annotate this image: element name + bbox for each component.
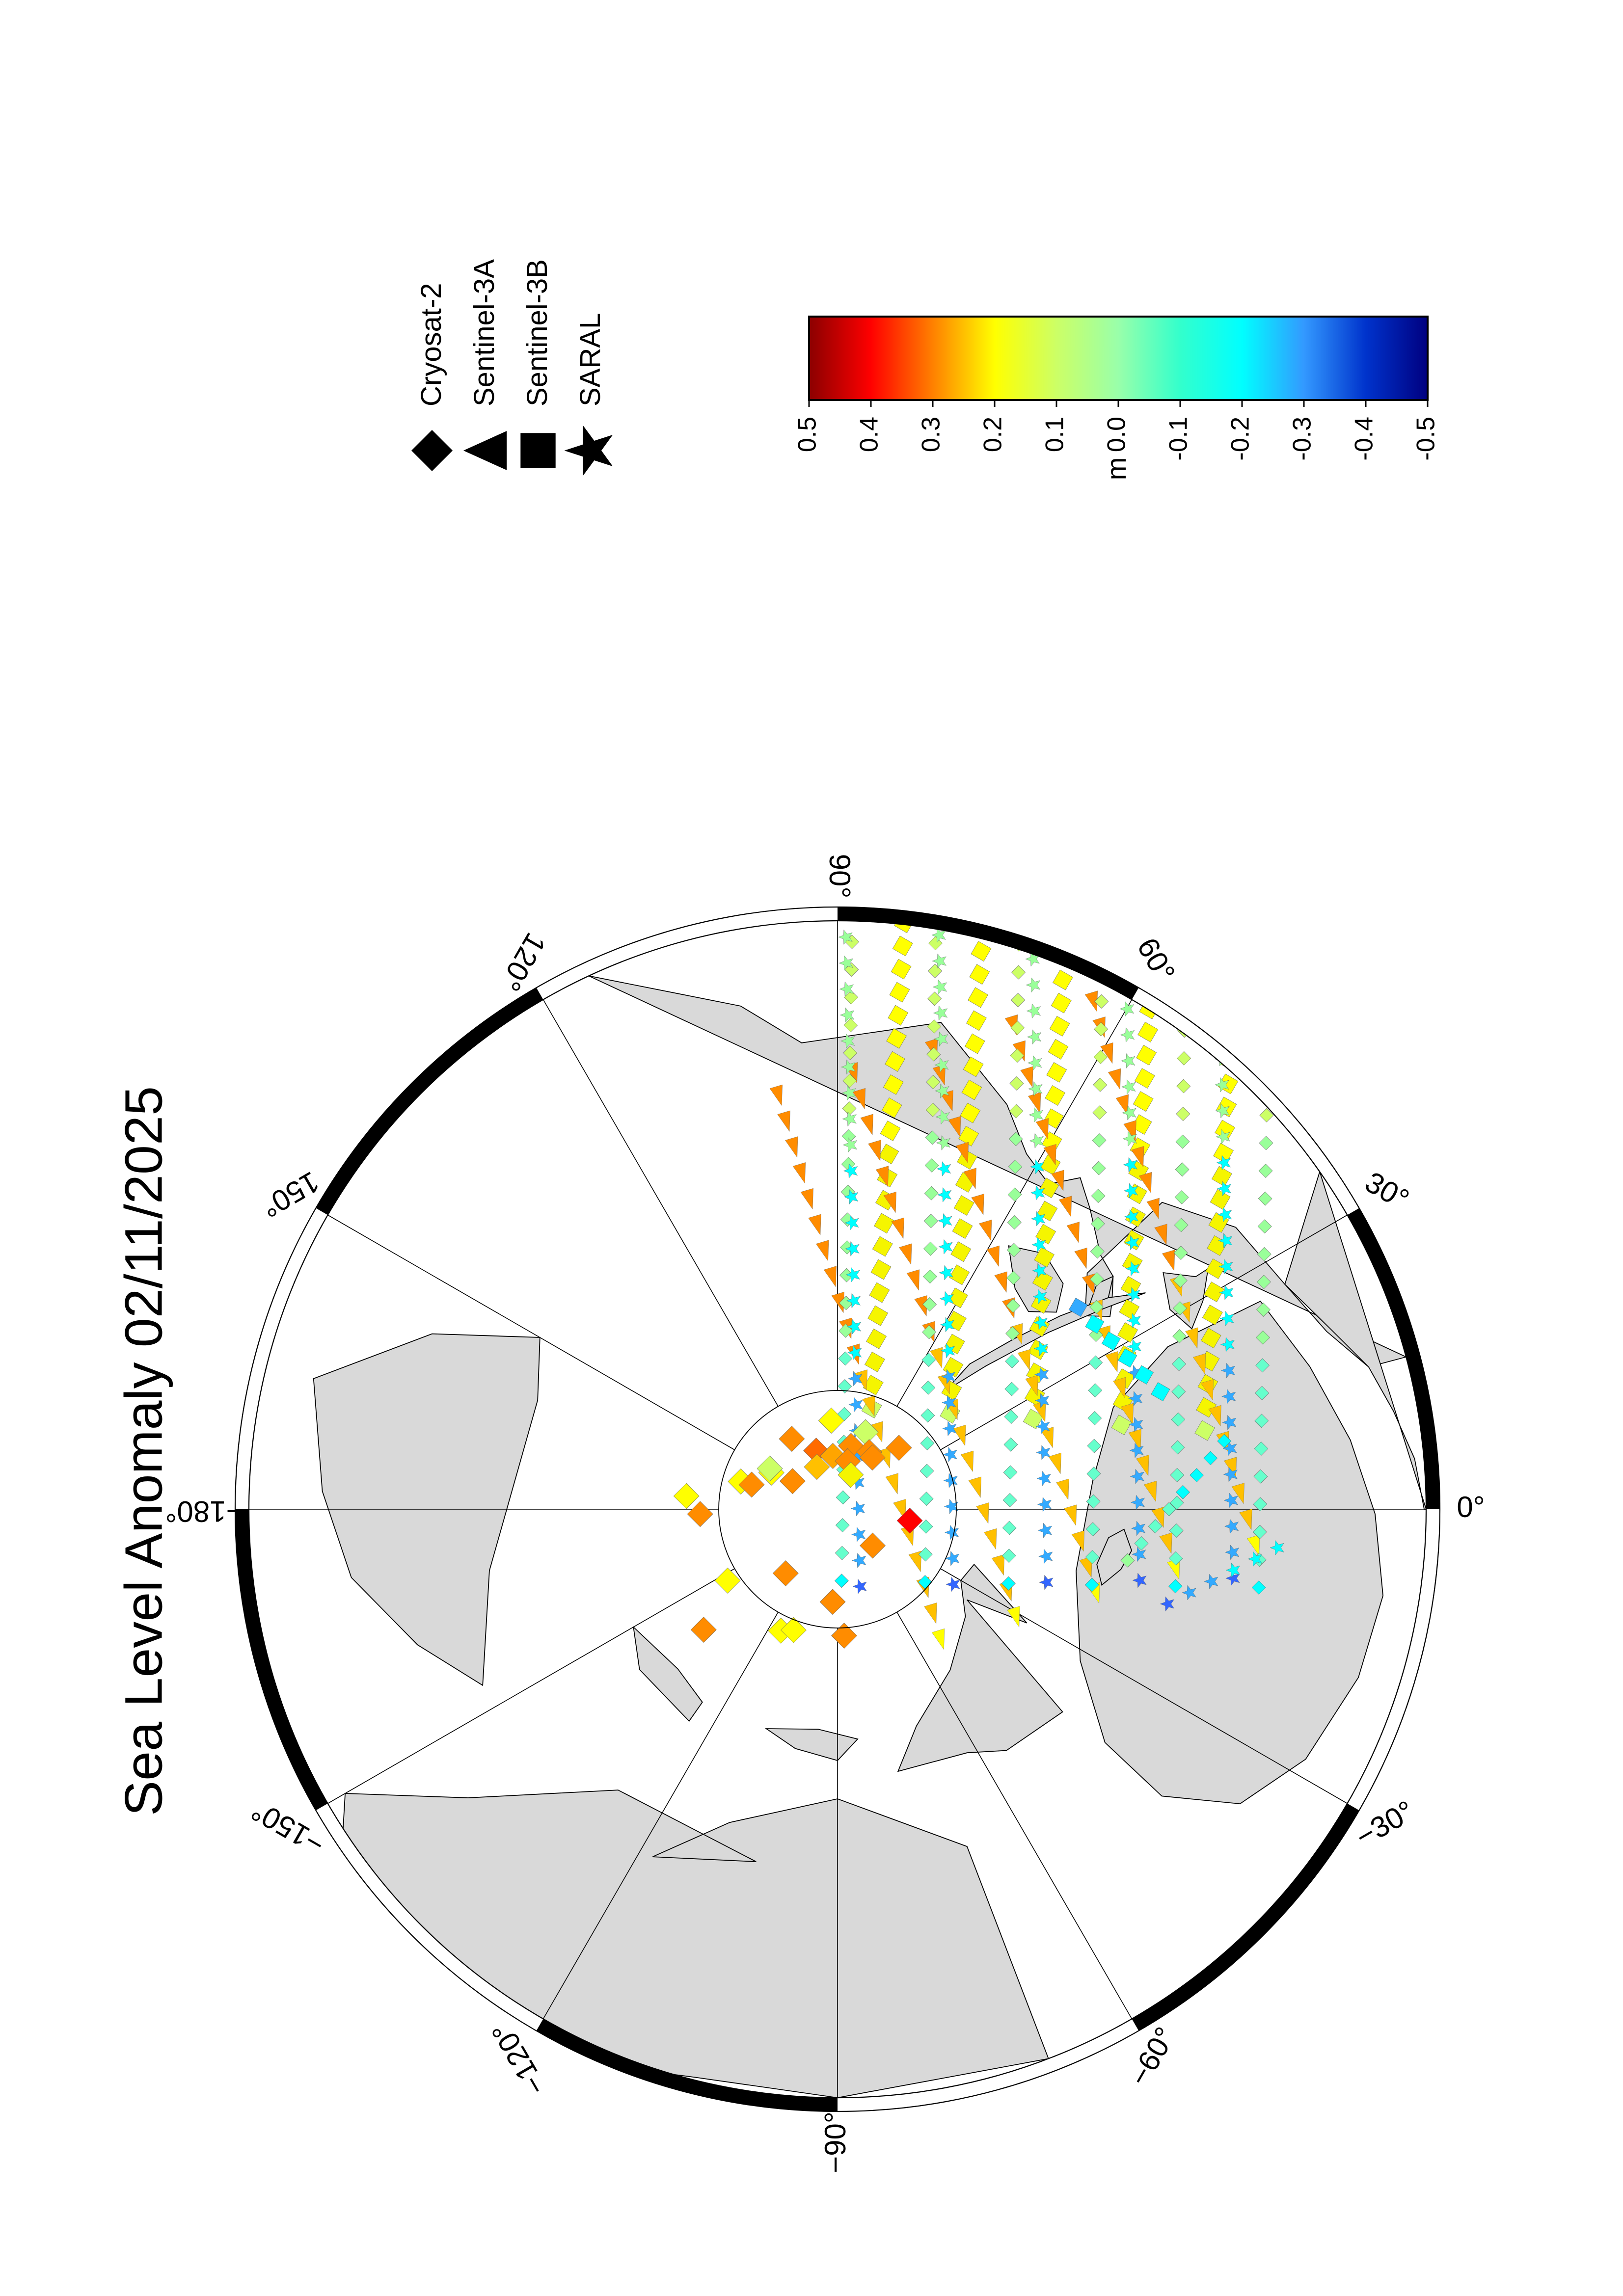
svg-text:0.4: 0.4 xyxy=(855,417,884,452)
svg-text:−60°: −60° xyxy=(1123,2022,1182,2091)
svg-text:-0.1: -0.1 xyxy=(1164,417,1193,461)
svg-text:0.3: 0.3 xyxy=(917,417,946,452)
svg-text:0.0: 0.0 xyxy=(1103,417,1131,452)
svg-text:−90°: −90° xyxy=(819,2111,852,2173)
svg-text:30°: 30° xyxy=(1359,1165,1414,1216)
svg-text:0.5: 0.5 xyxy=(793,417,822,452)
svg-text:-0.3: -0.3 xyxy=(1288,417,1317,461)
svg-text:0.1: 0.1 xyxy=(1041,417,1069,452)
svg-text:90°: 90° xyxy=(823,854,856,899)
svg-text:150°: 150° xyxy=(256,1165,325,1224)
svg-text:120°: 120° xyxy=(493,928,552,997)
svg-text:−30°: −30° xyxy=(1350,1794,1420,1854)
svg-text:-0.4: -0.4 xyxy=(1350,417,1379,461)
svg-text:60°: 60° xyxy=(1131,932,1181,987)
svg-text:Sentinel-3B: Sentinel-3B xyxy=(521,259,553,406)
svg-text:0°: 0° xyxy=(1457,1491,1485,1523)
svg-text:Sea Level Anomaly 02/11/2025: Sea Level Anomaly 02/11/2025 xyxy=(113,1086,173,1816)
svg-text:Cryosat-2: Cryosat-2 xyxy=(415,283,447,406)
svg-text:Sentinel-3A: Sentinel-3A xyxy=(468,259,500,406)
svg-text:−180°: −180° xyxy=(165,1495,243,1528)
svg-text:m: m xyxy=(1101,457,1132,481)
svg-text:SARAL: SARAL xyxy=(574,313,606,406)
svg-text:0.2: 0.2 xyxy=(979,417,1007,452)
svg-text:-0.5: -0.5 xyxy=(1412,417,1440,461)
svg-text:-0.2: -0.2 xyxy=(1226,417,1255,461)
